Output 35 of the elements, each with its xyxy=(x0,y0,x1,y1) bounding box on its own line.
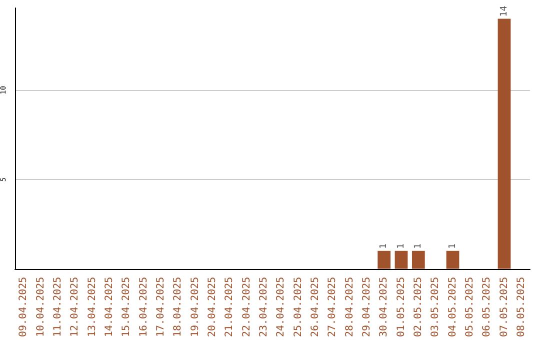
x-tick-label: 14.04.2025 xyxy=(104,276,115,338)
x-tick-label: 11.04.2025 xyxy=(52,276,64,338)
x-tick-label: 03.05.2025 xyxy=(430,276,442,338)
x-tick-label: 18.04.2025 xyxy=(172,276,184,338)
x-tick-label: 21.04.2025 xyxy=(224,276,236,338)
data-label: 1 xyxy=(396,244,406,249)
data-label: 1 xyxy=(379,244,390,249)
x-tick-label: 04.05.2025 xyxy=(447,276,458,338)
x-tick-label: 19.04.2025 xyxy=(190,276,201,338)
x-tick-label: 09.04.2025 xyxy=(18,276,30,338)
x-tick-label: 01.05.2025 xyxy=(396,276,407,338)
x-tick-label: 29.04.2025 xyxy=(361,276,372,338)
x-tick-label: 23.04.2025 xyxy=(258,276,270,338)
x-tick-label: 08.05.2025 xyxy=(516,276,527,338)
x-tick-label: 17.04.2025 xyxy=(155,276,166,338)
x-tick-label: 26.04.2025 xyxy=(310,276,321,338)
x-tick-label: 15.04.2025 xyxy=(121,276,132,338)
x-tick-label: 07.05.2025 xyxy=(498,276,510,338)
data-label: 1 xyxy=(448,244,458,249)
x-tick-label: 16.04.2025 xyxy=(138,276,150,338)
x-tick-label: 22.04.2025 xyxy=(241,276,252,338)
x-tick-label: 06.05.2025 xyxy=(482,276,493,338)
x-tick-label: 02.05.2025 xyxy=(412,276,424,338)
x-tick-label: 10.04.2025 xyxy=(35,276,46,338)
data-label: 1 xyxy=(413,244,424,249)
data-label: 14 xyxy=(499,6,510,17)
x-tick-label: 25.04.2025 xyxy=(292,276,304,338)
x-tick-label: 24.04.2025 xyxy=(276,276,287,338)
x-tick-label: 05.05.2025 xyxy=(464,276,476,338)
x-tick-label: 20.04.2025 xyxy=(206,276,218,338)
x-tick-label: 30.04.2025 xyxy=(378,276,390,338)
x-tick-label: 13.04.2025 xyxy=(86,276,98,338)
x-tick-label: 27.04.2025 xyxy=(327,276,338,338)
x-tick-label: 12.04.2025 xyxy=(70,276,81,338)
x-tick-label: 28.04.2025 xyxy=(344,276,356,338)
